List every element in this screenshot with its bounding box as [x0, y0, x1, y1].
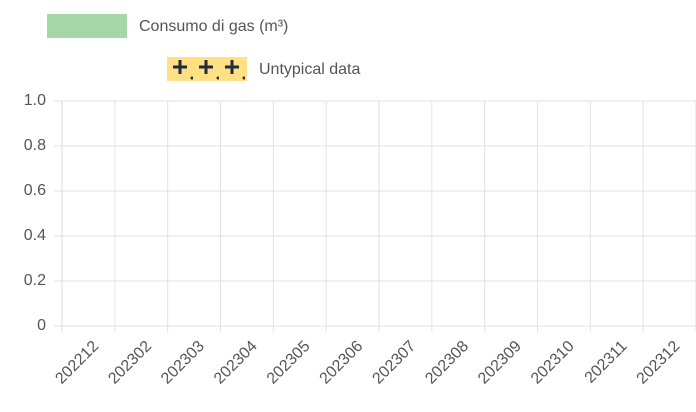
- legend-label: Consumo di gas (m³): [139, 18, 288, 35]
- legend-pattern: [167, 57, 247, 81]
- legend-swatch: [47, 14, 127, 38]
- y-tick-label: 0.8: [24, 137, 46, 154]
- x-tick-label: 202305: [264, 338, 314, 388]
- x-tick-label: 202309: [475, 338, 525, 388]
- y-tick-label: 0.2: [24, 272, 46, 289]
- x-tick-label: 202312: [634, 338, 684, 388]
- x-tick-label: 202212: [52, 338, 102, 388]
- x-tick-label: 202311: [582, 338, 631, 387]
- legend-label: Untypical data: [259, 61, 360, 78]
- x-tick-label: 202307: [369, 338, 419, 388]
- x-tick-label: 202304: [211, 338, 261, 388]
- x-tick-label: 202302: [105, 338, 155, 388]
- y-tick-label: 0.6: [24, 182, 46, 199]
- x-tick-label: 202306: [317, 338, 367, 388]
- x-tick-label: 202303: [158, 338, 208, 388]
- x-tick-label: 202310: [528, 338, 578, 388]
- y-tick-label: 1.0: [24, 92, 46, 109]
- x-tick-label: 202308: [422, 338, 472, 388]
- y-tick-label: 0: [37, 317, 46, 334]
- y-tick-label: 0.4: [24, 227, 46, 244]
